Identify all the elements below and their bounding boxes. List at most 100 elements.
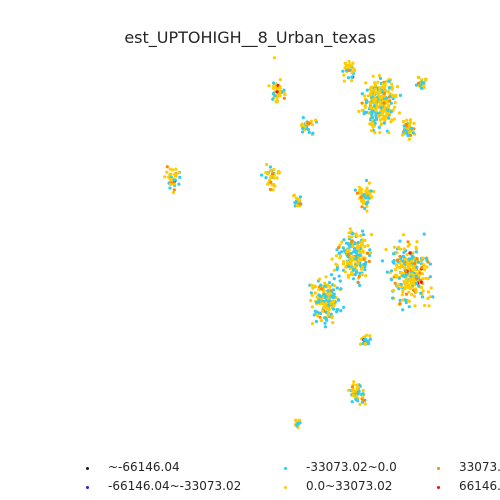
data-point (392, 245, 397, 249)
cluster-panhandle-north (272, 56, 277, 60)
data-point (278, 85, 282, 89)
data-point (367, 259, 371, 263)
data-point (260, 173, 264, 177)
data-point (332, 295, 336, 299)
data-point (310, 322, 315, 326)
data-point (349, 262, 353, 266)
data-point (358, 402, 362, 406)
data-point (363, 338, 367, 342)
data-point (349, 64, 353, 68)
data-point (374, 97, 378, 101)
data-point (414, 274, 418, 278)
data-point (361, 233, 366, 237)
data-point (414, 247, 418, 251)
data-point (413, 261, 417, 266)
data-point (325, 306, 329, 310)
data-point (353, 389, 357, 393)
data-point (369, 105, 373, 110)
data-point (368, 334, 372, 338)
data-point (407, 123, 412, 127)
data-point (271, 86, 275, 90)
data-point (405, 280, 409, 285)
data-point (401, 119, 406, 124)
data-point (171, 168, 175, 172)
data-point (406, 240, 410, 244)
data-point (331, 321, 335, 325)
data-point (278, 91, 282, 95)
data-point (398, 266, 402, 270)
data-point (380, 259, 384, 263)
data-point (313, 309, 317, 313)
data-point (274, 99, 278, 104)
data-point (326, 289, 330, 293)
data-point (370, 85, 374, 89)
data-point (349, 273, 353, 277)
data-point (339, 309, 343, 313)
data-point (390, 93, 394, 97)
data-point (369, 233, 374, 237)
data-point (399, 282, 403, 286)
data-point (369, 102, 373, 106)
data-point (380, 103, 384, 107)
data-point (407, 285, 411, 290)
data-point (377, 73, 381, 78)
data-point (341, 69, 345, 73)
data-point (342, 238, 346, 242)
data-point (334, 262, 338, 266)
data-point (324, 295, 328, 299)
data-point (271, 97, 275, 101)
data-point (382, 101, 386, 105)
data-point (411, 264, 415, 268)
data-point (379, 123, 383, 127)
data-point (355, 383, 359, 387)
data-point (361, 392, 365, 396)
data-point (398, 239, 402, 243)
data-point (378, 89, 382, 93)
data-point (298, 202, 302, 206)
data-point (412, 121, 416, 125)
data-point (391, 296, 395, 300)
data-point (283, 93, 287, 97)
data-point (369, 195, 374, 199)
data-point (362, 398, 366, 402)
data-point (364, 189, 368, 193)
data-point (357, 185, 361, 189)
data-point (332, 292, 336, 296)
data-point (324, 316, 328, 320)
data-point (359, 195, 363, 199)
data-point (319, 283, 323, 287)
data-point (347, 231, 351, 235)
data-point (408, 251, 412, 255)
data-point (358, 342, 363, 346)
data-point (318, 315, 322, 319)
data-point (353, 265, 357, 269)
data-point (171, 191, 175, 195)
legend-item-4: 0.0~33073.02 (282, 479, 392, 493)
data-point (360, 92, 364, 96)
data-point (363, 244, 367, 249)
data-point (392, 259, 396, 263)
data-point (323, 281, 327, 285)
data-point (352, 250, 356, 254)
data-point (372, 189, 376, 194)
data-point (362, 335, 366, 339)
data-point (275, 90, 279, 94)
legend-item-2: -66146.04~-33073.02 (84, 479, 241, 493)
data-point (363, 104, 367, 108)
data-point (416, 260, 421, 264)
data-point (415, 240, 419, 244)
data-point (339, 250, 344, 254)
cluster-waco (353, 178, 376, 213)
data-point (377, 113, 381, 118)
data-point (169, 177, 173, 181)
data-point (416, 75, 420, 79)
data-point (364, 342, 368, 346)
data-point (395, 85, 400, 89)
data-point (389, 110, 393, 114)
data-point (399, 271, 403, 275)
data-point (395, 258, 400, 262)
data-point (272, 81, 276, 85)
data-point (363, 111, 367, 115)
data-point (403, 128, 407, 133)
